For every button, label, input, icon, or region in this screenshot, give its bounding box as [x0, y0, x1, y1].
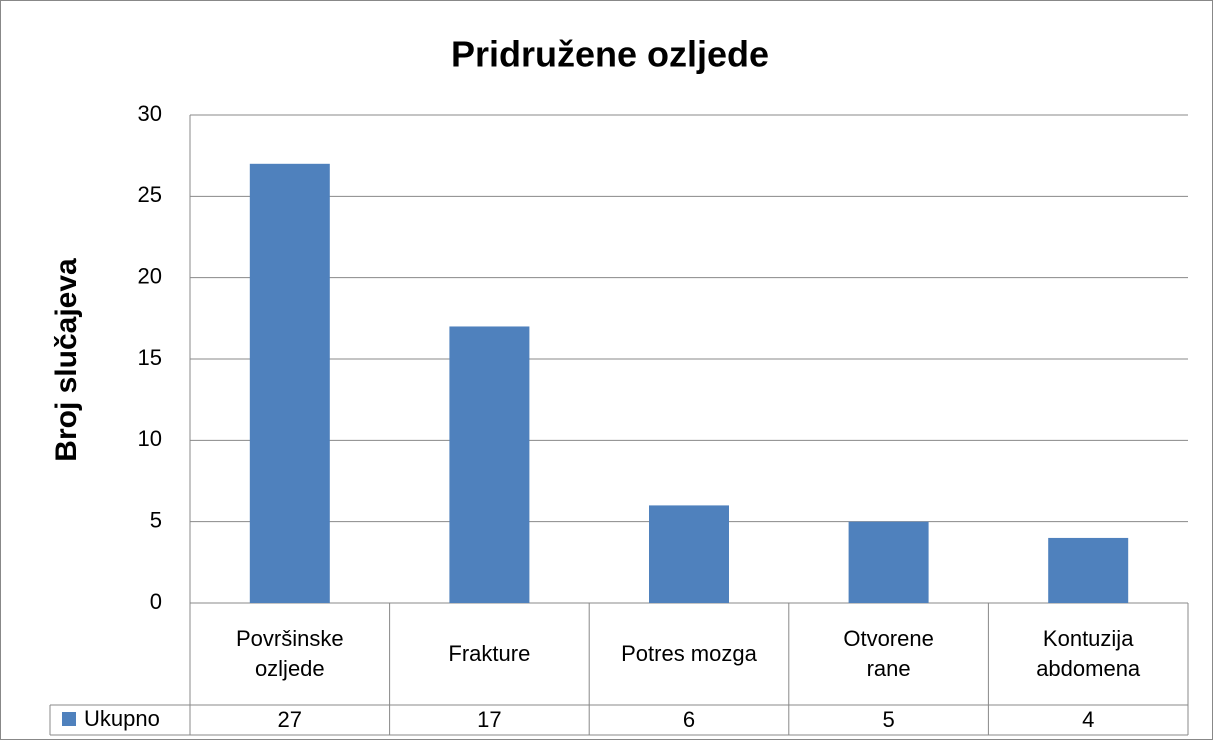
bar [249, 163, 330, 604]
legend-swatch [62, 712, 76, 726]
category-label: Otvorene rane [789, 603, 989, 705]
table-value: 17 [477, 707, 501, 732]
bar [848, 521, 929, 603]
category-text: Frakture [448, 641, 531, 666]
table-value: 6 [683, 707, 695, 732]
bar [449, 326, 530, 603]
category-label: Površinske ozljede [190, 603, 390, 705]
bar [649, 505, 729, 603]
table-value: 4 [1082, 707, 1094, 732]
y-tick-label: 25 [138, 182, 162, 207]
legend-label: Ukupno [84, 706, 160, 731]
y-tick-label: 5 [150, 507, 162, 532]
category-label: Potres mozga [589, 603, 789, 705]
y-tick-label: 30 [138, 101, 162, 126]
y-tick-label: 10 [138, 426, 162, 451]
category-text: Potres mozga [621, 641, 757, 666]
y-tick-label: 20 [138, 263, 162, 288]
table-value: 5 [882, 707, 894, 732]
chart-title: Pridružene ozljede [451, 34, 769, 75]
table-value: 27 [278, 707, 302, 732]
y-tick-label: 15 [138, 345, 162, 370]
y-axis-label: Broj slučajeva [50, 258, 83, 462]
category-label: Kontuzija abdomena [988, 603, 1188, 705]
y-tick-label: 0 [150, 589, 162, 614]
category-label: Frakture [390, 603, 590, 705]
bar [1048, 537, 1129, 603]
category-text: Površinske ozljede [236, 626, 344, 681]
category-text: Otvorene rane [843, 626, 934, 681]
category-text: Kontuzija abdomena [1036, 626, 1141, 681]
